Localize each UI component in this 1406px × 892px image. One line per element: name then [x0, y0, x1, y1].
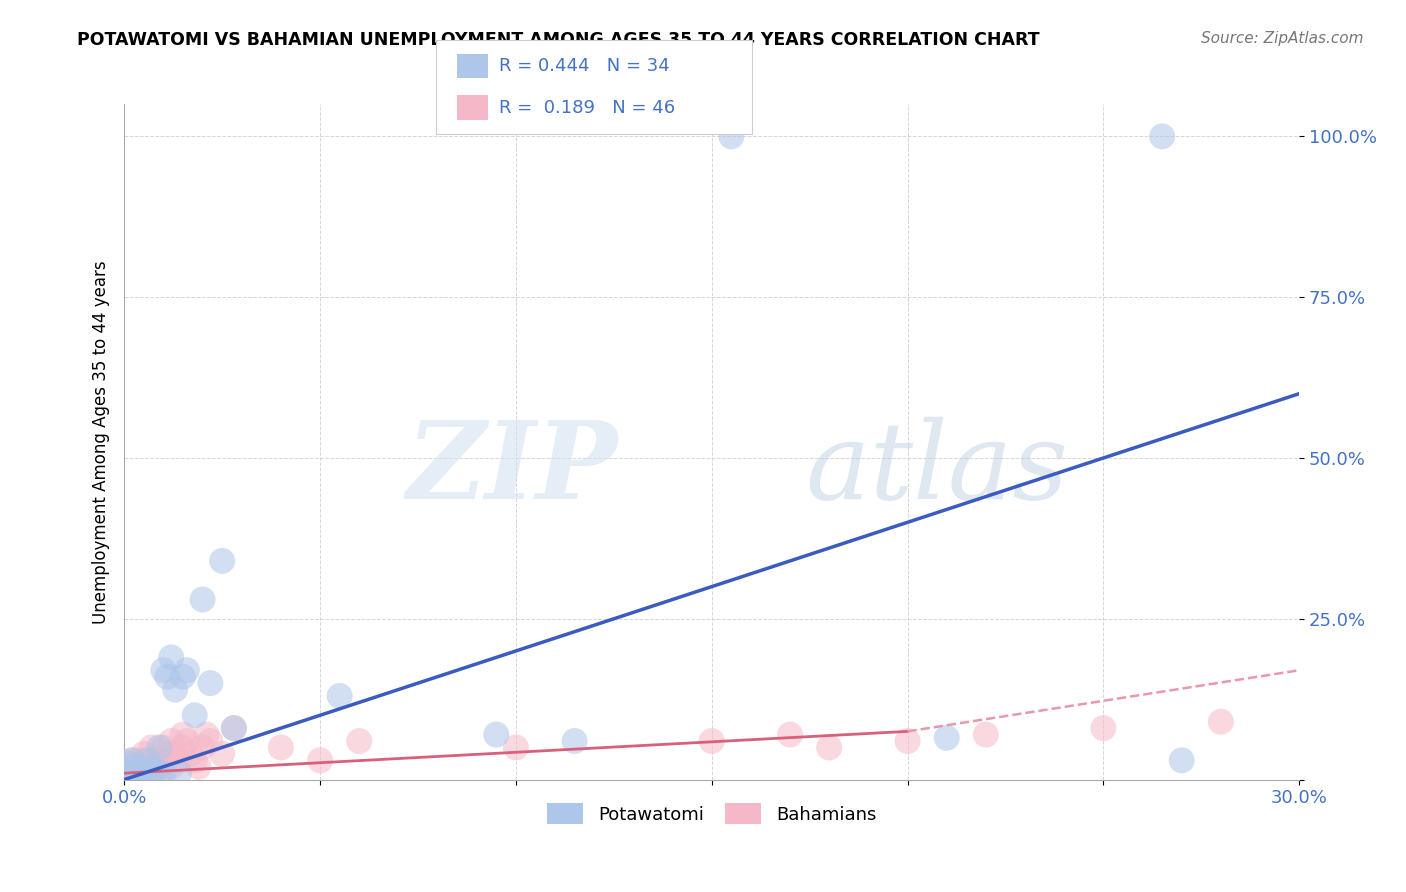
Point [125, 766, 148, 780]
Point [165, 747, 187, 761]
Point [172, 740, 194, 755]
Point [211, 554, 233, 568]
Text: R = 0.444   N = 34: R = 0.444 N = 34 [499, 57, 669, 75]
Point [117, 766, 139, 780]
Point [160, 760, 183, 774]
Point [128, 753, 150, 767]
Point [152, 766, 174, 780]
Point [145, 760, 167, 774]
Point [121, 766, 143, 780]
Point [700, 734, 723, 748]
Point [222, 721, 245, 735]
Point [211, 747, 233, 761]
Point [156, 747, 179, 761]
Point [1170, 753, 1192, 767]
Point [195, 728, 218, 742]
Point [121, 753, 143, 767]
Point [160, 650, 183, 665]
Point [160, 734, 183, 748]
Point [121, 766, 143, 780]
Point [564, 734, 586, 748]
Point [329, 689, 352, 703]
Point [200, 676, 222, 690]
Point [172, 670, 194, 684]
Point [125, 766, 148, 780]
Point [132, 763, 155, 777]
Point [720, 129, 742, 144]
Point [222, 721, 245, 735]
Point [183, 708, 205, 723]
Point [1209, 714, 1232, 729]
Point [187, 760, 209, 774]
Point [935, 731, 957, 745]
Point [136, 753, 159, 767]
Point [191, 740, 214, 755]
Point [132, 760, 155, 774]
Point [125, 760, 148, 774]
Point [145, 763, 167, 777]
Point [1092, 721, 1115, 735]
Point [1152, 129, 1174, 144]
Point [191, 592, 214, 607]
Text: Source: ZipAtlas.com: Source: ZipAtlas.com [1201, 31, 1364, 46]
Point [165, 682, 187, 697]
Point [117, 760, 139, 774]
Point [141, 766, 163, 780]
Point [148, 740, 170, 755]
Point [117, 766, 139, 780]
Point [141, 766, 163, 780]
Point [136, 766, 159, 780]
Point [132, 747, 155, 761]
Point [779, 728, 801, 742]
Point [132, 766, 155, 780]
Point [117, 756, 139, 771]
Point [136, 753, 159, 767]
Text: ZIP: ZIP [406, 416, 617, 522]
Point [136, 760, 159, 774]
Legend: Potawatomi, Bahamians: Potawatomi, Bahamians [540, 796, 883, 831]
Point [183, 753, 205, 767]
Point [896, 734, 918, 748]
Point [148, 766, 170, 780]
Point [152, 663, 174, 677]
Point [156, 670, 179, 684]
Point [152, 760, 174, 774]
Point [347, 734, 370, 748]
Point [172, 728, 194, 742]
Point [485, 728, 508, 742]
Point [167, 766, 190, 780]
Point [309, 753, 332, 767]
Point [128, 766, 150, 780]
Point [141, 740, 163, 755]
Point [200, 734, 222, 748]
Point [176, 734, 198, 748]
Text: R =  0.189   N = 46: R = 0.189 N = 46 [499, 99, 675, 117]
Point [167, 753, 190, 767]
Point [128, 766, 150, 780]
Text: POTAWATOMI VS BAHAMIAN UNEMPLOYMENT AMONG AGES 35 TO 44 YEARS CORRELATION CHART: POTAWATOMI VS BAHAMIAN UNEMPLOYMENT AMON… [77, 31, 1040, 49]
Point [505, 740, 527, 755]
Point [180, 747, 202, 761]
Point [121, 753, 143, 767]
Point [818, 740, 841, 755]
Point [176, 663, 198, 677]
Point [148, 753, 170, 767]
Point [125, 760, 148, 774]
Text: atlas: atlas [806, 417, 1069, 522]
Point [152, 740, 174, 755]
Point [974, 728, 997, 742]
Point [270, 740, 292, 755]
Y-axis label: Unemployment Among Ages 35 to 44 years: Unemployment Among Ages 35 to 44 years [93, 260, 110, 624]
